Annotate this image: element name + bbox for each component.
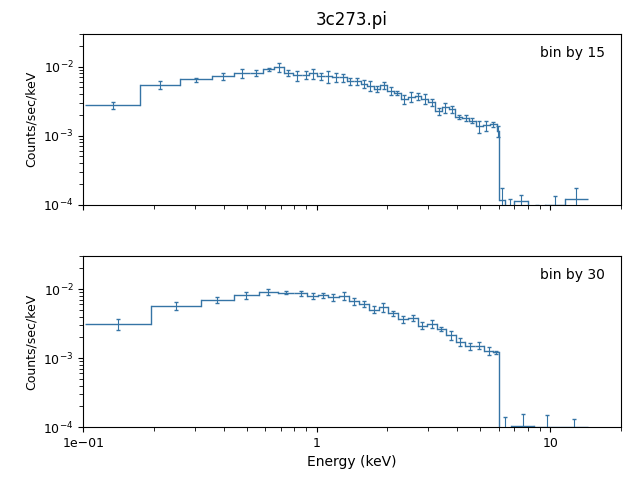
Y-axis label: Counts/sec/keV: Counts/sec/keV (24, 293, 38, 390)
Y-axis label: Counts/sec/keV: Counts/sec/keV (24, 71, 38, 168)
Title: 3c273.pi: 3c273.pi (316, 11, 388, 29)
Text: bin by 30: bin by 30 (540, 268, 605, 282)
Text: bin by 15: bin by 15 (540, 46, 605, 60)
X-axis label: Energy (keV): Energy (keV) (307, 456, 397, 469)
